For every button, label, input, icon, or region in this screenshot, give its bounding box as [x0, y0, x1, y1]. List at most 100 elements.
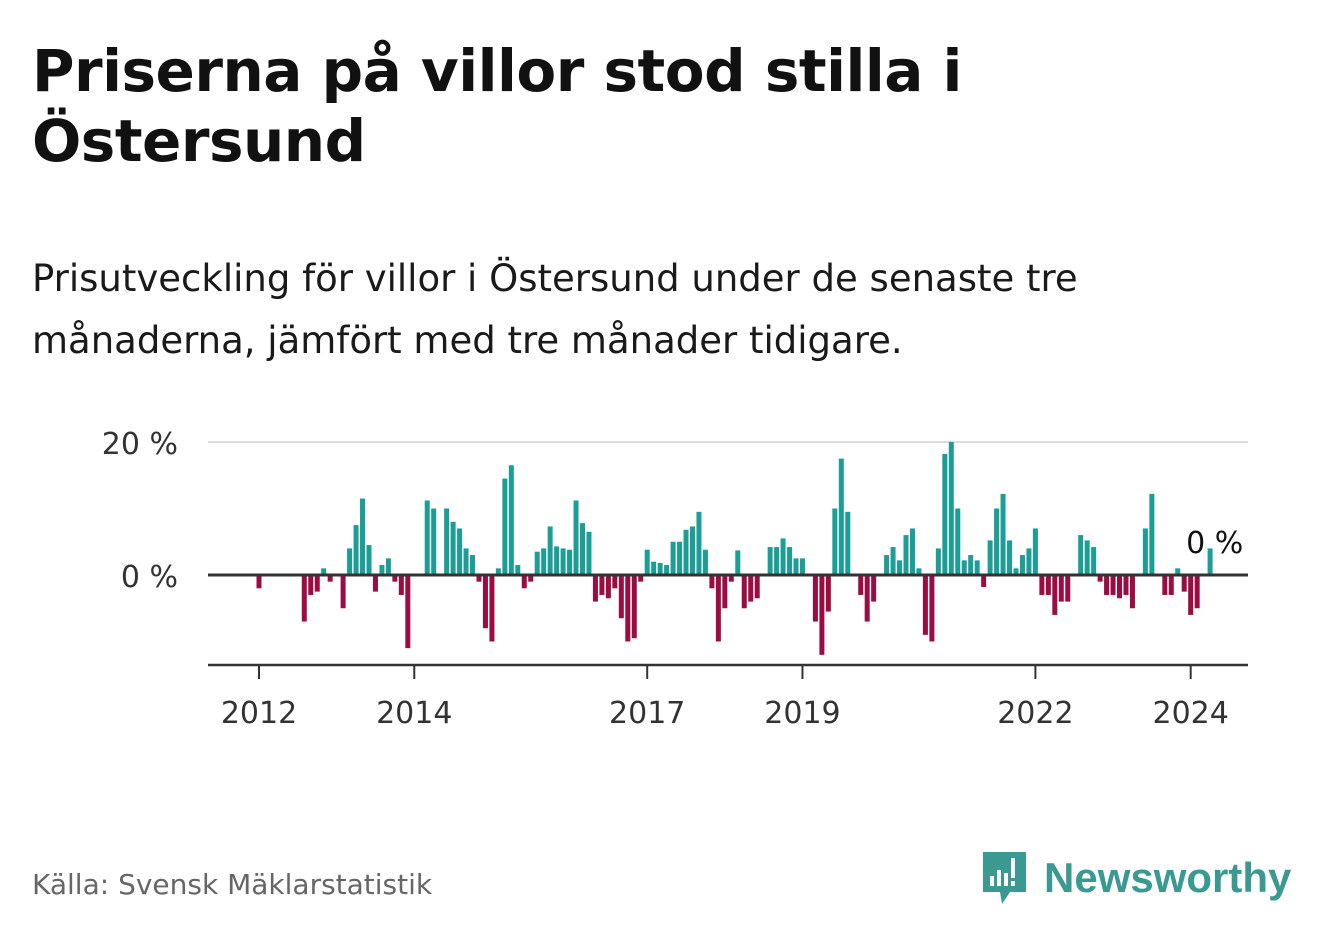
bar [340, 575, 346, 609]
bar [651, 561, 657, 575]
bar [1032, 528, 1038, 575]
bar [1194, 575, 1200, 609]
bar [774, 547, 780, 575]
bar [1149, 493, 1155, 575]
bar [1091, 547, 1097, 575]
bar [819, 575, 825, 655]
bar [618, 575, 624, 619]
bar [1207, 548, 1213, 575]
bar [424, 500, 430, 575]
bar [1181, 575, 1187, 592]
bar [385, 558, 391, 575]
bar [431, 508, 437, 575]
bar [994, 508, 1000, 575]
bar [450, 521, 456, 575]
chart-subtitle: Prisutveckling för villor i Östersund un… [32, 257, 1078, 362]
bar [1162, 575, 1168, 595]
bar [515, 565, 521, 575]
bar [897, 560, 903, 575]
bar [372, 575, 378, 592]
bar [476, 575, 482, 582]
bar [347, 548, 353, 575]
bar [308, 575, 314, 595]
bar [948, 442, 954, 575]
bar [605, 575, 611, 599]
bar [366, 545, 372, 575]
bar [670, 541, 676, 575]
bar [767, 547, 773, 575]
bar [968, 555, 974, 575]
bar [664, 565, 670, 575]
x-tick-label: 2012 [221, 696, 297, 731]
bar [748, 575, 754, 602]
bar [871, 575, 877, 602]
bar [398, 575, 404, 595]
bar [495, 568, 501, 575]
bar [845, 511, 851, 575]
bar [554, 546, 560, 575]
newsworthy-logo[interactable]: Newsworthy [980, 848, 1291, 908]
bar [832, 508, 838, 575]
bar [638, 575, 644, 582]
bar [482, 575, 488, 629]
bar [1104, 575, 1110, 595]
brand-name: Newsworthy [1044, 854, 1292, 901]
bar [444, 508, 450, 575]
bar [981, 575, 987, 587]
bar [909, 528, 915, 575]
bar [715, 575, 721, 642]
bar [677, 541, 683, 575]
bar [922, 575, 928, 635]
bar [942, 453, 948, 575]
bar [955, 508, 961, 575]
bar [321, 568, 327, 575]
bar [1097, 575, 1103, 582]
bar [392, 575, 398, 582]
bar [903, 535, 909, 575]
bar [256, 575, 262, 589]
bar [1039, 575, 1045, 595]
bar [547, 526, 553, 575]
bar [838, 458, 844, 575]
x-tick-label: 2014 [376, 696, 452, 731]
bar [890, 547, 896, 575]
bar [1142, 528, 1148, 575]
x-tick-label: 2019 [764, 696, 840, 731]
bar [754, 575, 760, 599]
bar [314, 575, 320, 592]
bar [799, 558, 805, 575]
x-tick-label: 2017 [609, 696, 685, 731]
bar [1058, 575, 1064, 602]
bar [1026, 548, 1032, 575]
bar [722, 575, 728, 609]
bar [974, 560, 980, 575]
bar [793, 558, 799, 575]
bar [702, 549, 708, 575]
bar [884, 555, 890, 575]
bar [696, 511, 702, 575]
bar [1123, 575, 1129, 595]
bar [644, 549, 650, 575]
bar [560, 548, 566, 575]
bar [1175, 568, 1181, 575]
bar [631, 575, 637, 639]
bar [987, 540, 993, 575]
bar [1117, 575, 1123, 599]
bar [961, 560, 967, 575]
bar [405, 575, 411, 649]
bar [508, 465, 514, 575]
y-tick-label: 0 % [121, 560, 178, 595]
bar [567, 549, 573, 575]
bar [360, 498, 366, 575]
chart-title: Priserna på villor stod stilla i Östersu… [32, 37, 962, 175]
source-note: Källa: Svensk Mäklarstatistik [32, 868, 433, 901]
bar [489, 575, 495, 642]
y-tick-label: 20 % [102, 427, 178, 462]
bar [935, 548, 941, 575]
bar [858, 575, 864, 595]
bar [586, 531, 592, 575]
bar [1019, 555, 1025, 575]
bar [1045, 575, 1051, 595]
bar [353, 525, 359, 575]
bar [1013, 568, 1019, 575]
